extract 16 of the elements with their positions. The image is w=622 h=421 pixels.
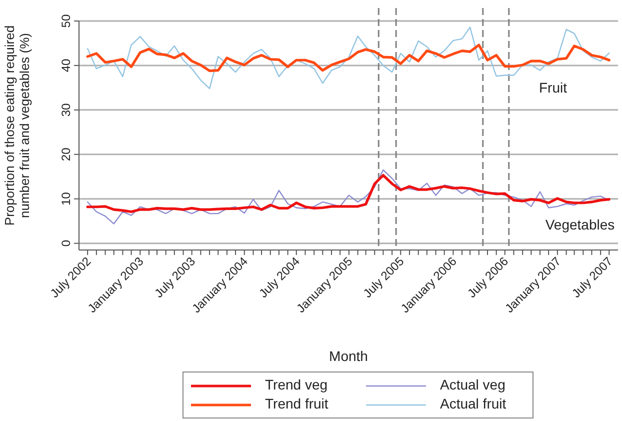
- y-tick-label: 20: [59, 147, 73, 162]
- y-tick-label: 40: [59, 58, 73, 72]
- annotation: Fruit: [539, 80, 568, 96]
- y-tick-label: 30: [59, 102, 73, 117]
- annotation: Vegetables: [545, 216, 615, 233]
- y-axis-title: Proportion of those eating required number fruit and vegetables (%): [2, 25, 32, 226]
- legend-label: Actual veg: [440, 376, 506, 393]
- x-axis-title: Month: [329, 348, 368, 364]
- legend-label: Trend fruit: [265, 396, 328, 412]
- line-series: [86, 174, 610, 214]
- legend-label: Actual fruit: [440, 396, 506, 412]
- y-tick-label: 10: [59, 192, 73, 206]
- line-series: [86, 44, 610, 72]
- y-tick-label: 50: [59, 14, 73, 28]
- y-tick-label: 0: [59, 240, 73, 247]
- legend-label: Trend veg: [265, 376, 328, 393]
